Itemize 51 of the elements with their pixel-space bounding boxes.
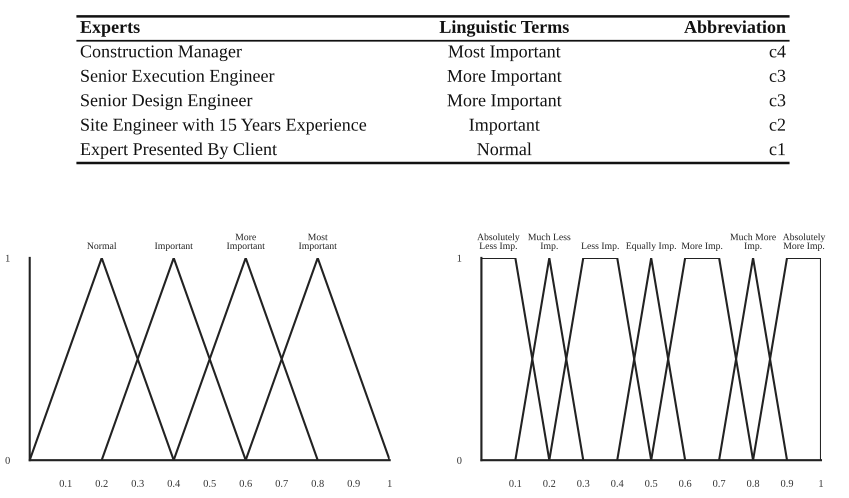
x-tick-label: 0.5 xyxy=(204,480,216,487)
series-label: Much More Imp. xyxy=(730,233,776,252)
x-tick-label: 0.3 xyxy=(132,480,144,487)
series-label: Most Important xyxy=(298,234,337,252)
y-tick-label: 0 xyxy=(5,456,10,464)
x-tick-label: 0.2 xyxy=(543,480,556,487)
series-label: Normal xyxy=(87,242,116,250)
text: Most Important xyxy=(448,46,561,62)
text: c3 xyxy=(770,94,786,106)
text: More Important xyxy=(447,70,562,86)
text: More Important xyxy=(447,94,562,110)
text: Abbreviation xyxy=(684,20,786,34)
x-tick-label: 0.3 xyxy=(577,480,590,487)
x-tick-label: 0.7 xyxy=(276,480,288,487)
x-tick-label: 1 xyxy=(819,480,823,487)
series-label: More Imp. xyxy=(682,242,722,252)
x-tick-label: 0.9 xyxy=(348,480,360,487)
x-tick-label: 0.4 xyxy=(611,480,624,487)
text: Senior Design Engineer xyxy=(81,94,252,110)
text: Experts xyxy=(80,21,140,37)
text: Senior Execution Engineer xyxy=(81,70,274,86)
series-label: Absolutely More Imp. xyxy=(782,233,826,252)
x-tick-label: 0.6 xyxy=(240,480,252,487)
x-tick-label: 0.2 xyxy=(96,480,108,487)
x-tick-label: 1 xyxy=(388,480,392,487)
text: Important xyxy=(469,118,540,134)
text: Construction Manager xyxy=(80,45,242,62)
series-label: Less Imp. xyxy=(581,242,619,252)
x-tick-label: 0.8 xyxy=(746,480,760,487)
text: Expert Presented By Client xyxy=(80,142,277,159)
series-label: Absolutely Less Imp. xyxy=(477,233,520,252)
text: c1 xyxy=(770,143,785,156)
series-label: Important xyxy=(154,242,193,252)
x-tick-label: 0.1 xyxy=(60,480,72,487)
y-tick-label: 0 xyxy=(457,456,462,464)
x-tick-label: 0.5 xyxy=(645,480,658,487)
x-tick-label: 0.6 xyxy=(679,480,692,487)
text: c4 xyxy=(770,45,786,58)
text: Site Engineer with 15 Years Experience xyxy=(81,118,366,135)
series-label: Much Less Imp. xyxy=(528,233,570,252)
series-label: Equally Imp. xyxy=(626,242,676,252)
text: Linguistic Terms xyxy=(440,20,569,37)
x-tick-label: 0.9 xyxy=(780,480,794,487)
series-label: More Important xyxy=(226,234,265,252)
text: c3 xyxy=(770,70,786,82)
x-tick-label: 0.7 xyxy=(712,480,726,487)
x-tick-label: 0.1 xyxy=(509,480,522,487)
text: Normal xyxy=(477,142,532,156)
x-tick-label: 0.4 xyxy=(168,480,180,487)
text: c2 xyxy=(770,118,786,131)
x-tick-label: 0.8 xyxy=(312,480,324,487)
